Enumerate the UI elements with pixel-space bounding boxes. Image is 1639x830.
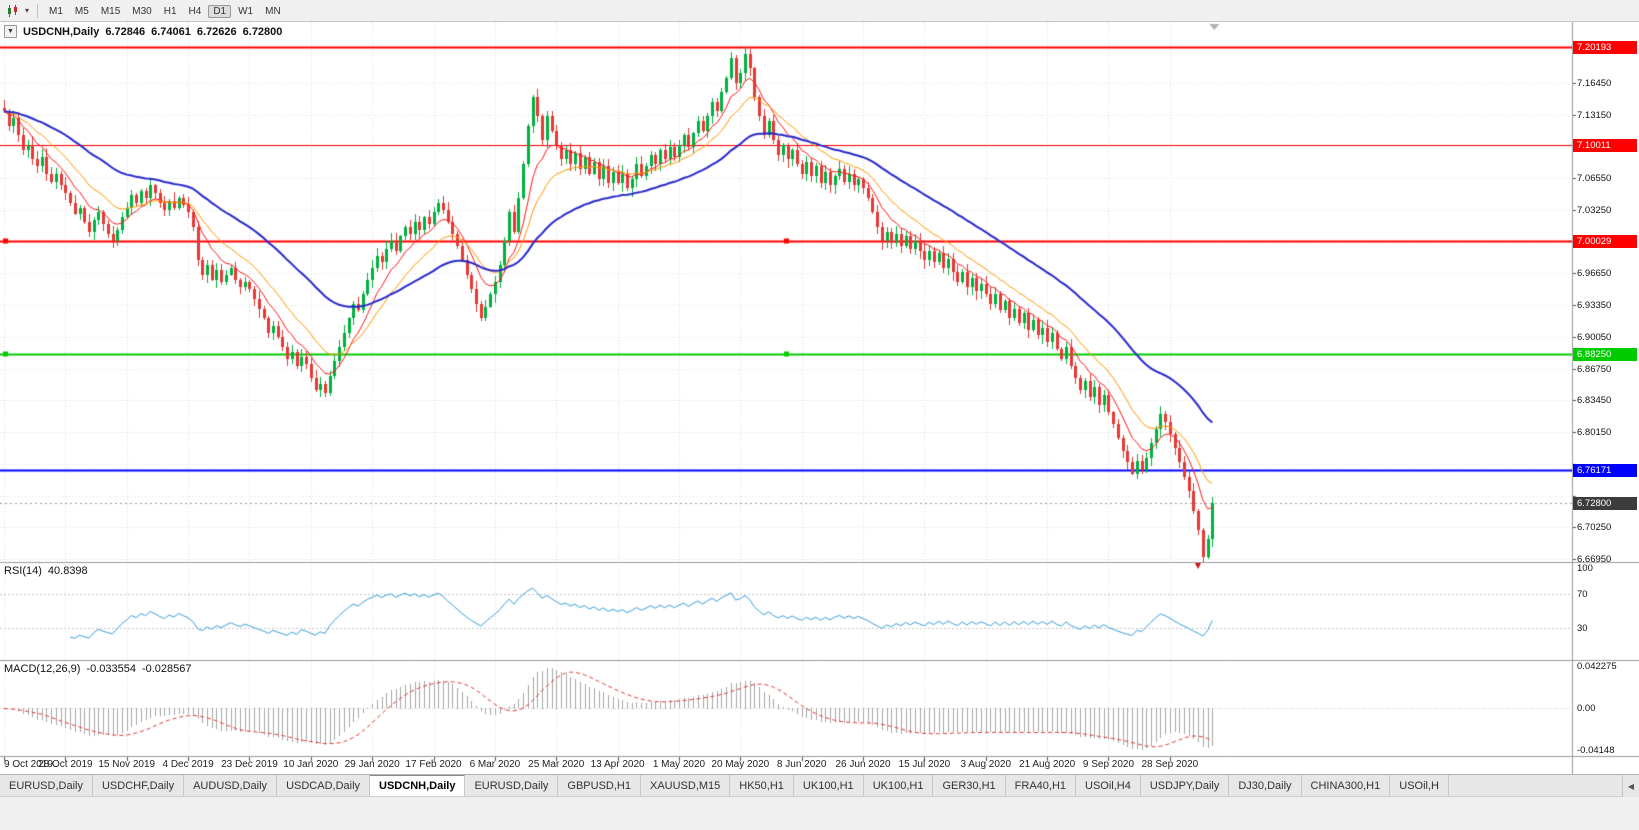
symbol-tab-usdjpy-daily[interactable]: USDJPY,Daily: [1140, 775, 1230, 796]
price-axis-tick: 6.80150: [1577, 427, 1612, 439]
macd-axis-tick: -0.04148: [1577, 745, 1615, 756]
symbol-tab-usoil-h[interactable]: USOil,H: [1390, 775, 1449, 796]
price-axis-tick: 6.66950: [1577, 554, 1612, 566]
symbol-tab-hk50-h1[interactable]: HK50,H1: [730, 775, 794, 796]
date-axis-label: 20 May 2020: [711, 759, 770, 770]
timeframe-button-w1[interactable]: W1: [238, 6, 254, 17]
rsi-axis-tick: 70: [1577, 588, 1588, 600]
price-level-badge: 7.00029: [1573, 234, 1637, 248]
date-axis-label: 9 Sep 2020: [1082, 759, 1135, 770]
timeframe-button-m30[interactable]: M30: [132, 6, 152, 17]
timeframe-button-group: M1 M5 M15 M30 H1 H4 D1 W1 MN: [43, 1, 287, 20]
date-axis-label: 9 Oct 2019: [4, 759, 53, 770]
price-level-badge: 7.10011: [1573, 138, 1637, 152]
timeframe-button-m5[interactable]: M5: [74, 6, 89, 17]
price-axis-tick: 7.13150: [1577, 109, 1612, 121]
date-axis-label: 29 Jan 2020: [344, 759, 400, 770]
ohlc-low-value: 6.72626: [196, 25, 237, 38]
symbol-tab-bar: EURUSD,Daily USDCHF,Daily AUDUSD,Daily USDC…: [0, 774, 1639, 796]
rsi-pane-header: RSI(14) 40.8398: [4, 565, 88, 577]
rsi-indicator-value: 40.8398: [47, 565, 88, 577]
date-axis-label: 21 Aug 2020: [1019, 759, 1076, 770]
timeframe-button-mn[interactable]: MN: [265, 6, 281, 17]
symbol-tab-audusd-daily[interactable]: AUDUSD,Daily: [184, 775, 278, 796]
tabs-scroll-left-button[interactable]: ◀: [1622, 774, 1639, 797]
date-axis-label: 17 Feb 2020: [405, 759, 462, 770]
macd-axis-tick: 0.00: [1577, 703, 1596, 715]
date-axis-label: 8 Jun 2020: [776, 759, 827, 770]
symbol-tab-uk100-h1[interactable]: UK100,H1: [793, 775, 864, 796]
price-axis-tick: 6.83450: [1577, 395, 1612, 407]
timeframe-toolbar: ▾ M1 M5 M15 M30 H1 H4 D1 W1 MN: [0, 0, 1639, 22]
date-axis-label: 26 Jun 2020: [835, 759, 891, 770]
date-axis-label: 10 Jan 2020: [283, 759, 339, 770]
macd-indicator-name: MACD(12,26,9): [4, 663, 81, 675]
rsi-axis-tick: 100: [1577, 563, 1593, 574]
price-axis-tick: 7.03250: [1577, 204, 1612, 216]
rsi-indicator-name: RSI(14): [4, 565, 42, 577]
macd-axis-tick: 0.042275: [1577, 661, 1617, 672]
date-axis-label: 4 Dec 2019: [162, 759, 214, 770]
ohlc-high-value: 6.74061: [151, 25, 191, 38]
macd-main-value: -0.033554: [86, 663, 136, 675]
chart-workspace: ▼ USDCNH,Daily 6.72846 6.74061 6.72626 6…: [0, 22, 1639, 774]
chart-canvas[interactable]: [0, 22, 1639, 774]
symbol-tab-gbpusd-h1[interactable]: GBPUSD,H1: [558, 775, 641, 796]
bottom-strip: [0, 796, 1639, 830]
symbol-tab-ger30-h1[interactable]: GER30,H1: [933, 775, 1006, 796]
chart-title-symbol: USDCNH,Daily: [22, 25, 100, 38]
macd-pane-header: MACD(12,26,9) -0.033554 -0.028567: [4, 663, 192, 675]
current-price-badge: 6.72800: [1573, 496, 1637, 510]
symbol-tab-eurusd-daily[interactable]: EURUSD,Daily: [0, 775, 93, 796]
symbol-tab-dj30-daily[interactable]: DJ30,Daily: [1229, 775, 1302, 796]
candlestick-chart-glyph: [8, 4, 17, 17]
symbol-tab-fra40-h1[interactable]: FRA40,H1: [1005, 775, 1077, 796]
collapse-pane-button[interactable]: ▼: [4, 25, 17, 38]
symbol-tab-xauusd-m15[interactable]: XAUUSD,M15: [640, 775, 731, 796]
ohlc-close-value: 6.72800: [242, 25, 283, 38]
price-axis-tick: 7.16450: [1577, 77, 1612, 89]
price-axis-tick: 6.70250: [1577, 522, 1612, 534]
toolbar-separator: [37, 3, 38, 18]
date-axis-label: 28 Oct 2019: [38, 759, 93, 770]
symbol-tab-usdchf-daily[interactable]: USDCHF,Daily: [92, 775, 185, 796]
date-axis-label: 23 Dec 2019: [221, 759, 278, 770]
timeframe-button-m1[interactable]: M1: [49, 6, 63, 17]
candlestick-chart-icon[interactable]: [4, 3, 22, 19]
timeframe-button-d1[interactable]: D1: [208, 5, 232, 18]
symbol-tab-uk100-h1[interactable]: UK100,H1: [863, 775, 934, 796]
price-level-badge: 6.88250: [1573, 348, 1637, 362]
rsi-axis-tick: 30: [1577, 623, 1588, 635]
date-axis-label: 25 Mar 2020: [528, 759, 585, 770]
date-axis-label: 15 Nov 2019: [98, 759, 156, 770]
symbol-tab-eurusd-daily[interactable]: EURUSD,Daily: [465, 775, 559, 796]
timeframe-button-m15[interactable]: M15: [100, 6, 121, 17]
date-axis-label: 13 Apr 2020: [590, 759, 645, 770]
symbol-tab-usdcnh-daily[interactable]: USDCNH,Daily: [370, 775, 466, 796]
price-axis-tick: 6.93350: [1577, 300, 1612, 312]
timeframe-button-h4[interactable]: H4: [188, 6, 202, 17]
macd-signal-value: -0.028567: [141, 663, 192, 675]
date-axis-label: 15 Jul 2020: [898, 759, 951, 770]
symbol-tab-china300-h1[interactable]: CHINA300,H1: [1301, 775, 1391, 796]
price-axis-tick: 6.86750: [1577, 363, 1612, 375]
date-axis-label: 28 Sep 2020: [1141, 759, 1199, 770]
date-axis-label: 1 May 2020: [652, 759, 706, 770]
date-axis-label: 6 Mar 2020: [469, 759, 521, 770]
price-level-badge: 6.76171: [1573, 464, 1637, 478]
price-axis-tick: 6.90050: [1577, 331, 1612, 343]
ohlc-open-value: 6.72846: [105, 25, 146, 38]
symbol-tab-usdcad-daily[interactable]: USDCAD,Daily: [277, 775, 371, 796]
chart-type-dropdown-caret-icon[interactable]: ▾: [24, 6, 29, 15]
price-axis-tick: 6.96650: [1577, 268, 1612, 280]
main-chart-header: ▼ USDCNH,Daily 6.72846 6.74061 6.72626 6…: [4, 25, 282, 38]
date-axis-label: 3 Aug 2020: [960, 759, 1012, 770]
price-level-badge: 7.20193: [1573, 40, 1637, 54]
price-axis-tick: 7.06550: [1577, 173, 1612, 185]
timeframe-button-h1[interactable]: H1: [163, 6, 177, 17]
symbol-tab-usoil-h4[interactable]: USOil,H4: [1076, 775, 1141, 796]
